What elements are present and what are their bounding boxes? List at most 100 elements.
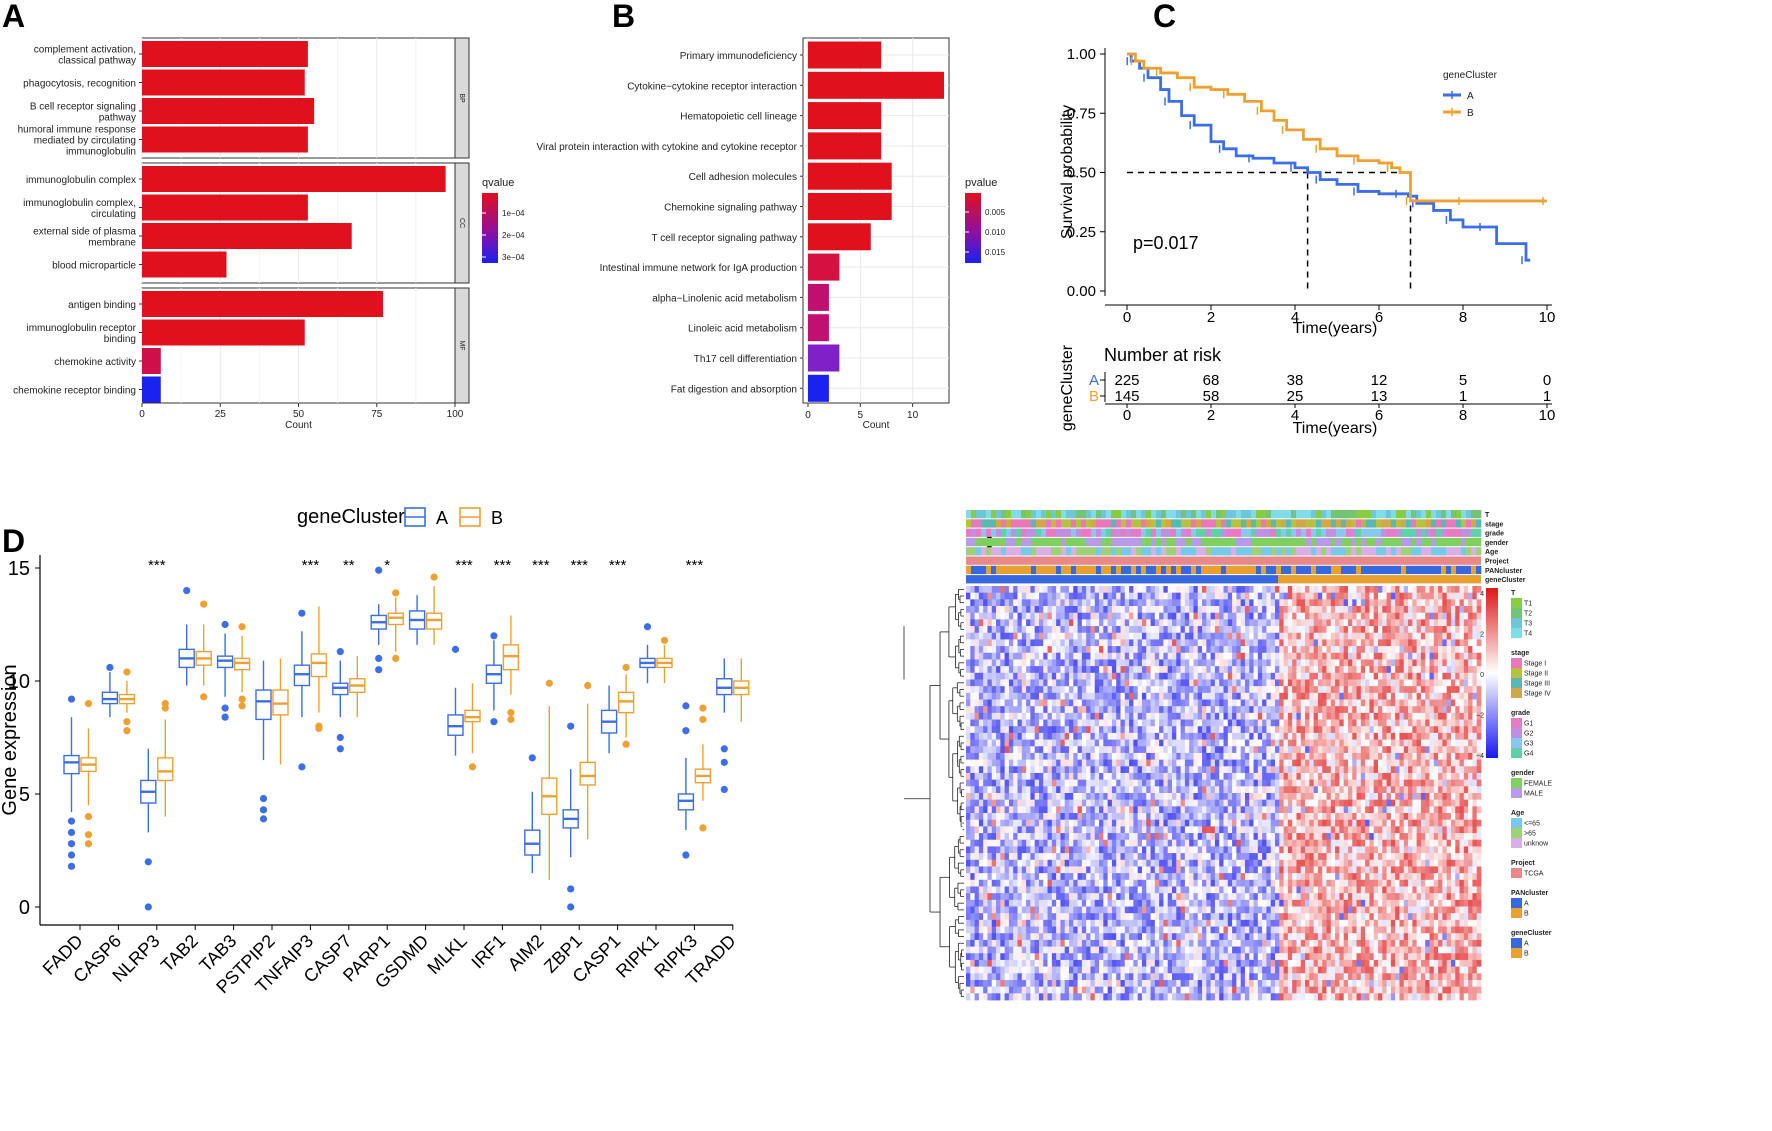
heatmap-cell (983, 779, 988, 787)
heatmap-cell (1309, 686, 1315, 694)
heatmap-cell (1463, 712, 1469, 720)
annotation-cell (1291, 565, 1297, 575)
heatmap-cell (1099, 672, 1104, 680)
p-value-label: p=0.017 (1133, 233, 1199, 253)
heatmap-cell (1163, 599, 1169, 607)
heatmap-cell (1159, 639, 1164, 647)
heatmap-cell (1214, 592, 1220, 600)
annotation-cell (1416, 565, 1422, 575)
heatmap-cell (1086, 719, 1091, 727)
heatmap-cell (1369, 626, 1375, 634)
heatmap-cell (1206, 666, 1212, 674)
annotation-cell (1066, 537, 1072, 547)
annotation-cell (1031, 547, 1037, 556)
heatmap-cell (1429, 679, 1435, 687)
heatmap-cell (1013, 732, 1018, 740)
heatmap-cell (1395, 686, 1400, 694)
heatmap-cell (1275, 786, 1280, 794)
annotation-cell (1471, 565, 1477, 575)
annotation-cell (1056, 510, 1062, 519)
heatmap-cell (1017, 672, 1023, 680)
annotation-cell (1236, 537, 1242, 547)
heatmap-cell (1459, 766, 1465, 774)
heatmap-cell (1210, 779, 1216, 787)
heatmap-cell (1433, 772, 1439, 781)
heatmap-cell (1244, 679, 1250, 687)
heatmap-cell (1214, 686, 1220, 694)
heatmap-cell (1283, 786, 1289, 794)
annotation-cell (1286, 537, 1292, 547)
heatmap-cell (1124, 752, 1130, 761)
annotation-cell (1111, 510, 1117, 519)
outlier (336, 745, 344, 753)
heatmap-cell (1103, 672, 1109, 680)
heatmap-cell (1081, 639, 1087, 647)
heatmap-cell (1141, 599, 1147, 607)
heatmap-cell (1107, 606, 1113, 614)
annotation-cell (1351, 565, 1357, 575)
heatmap-cell (1210, 686, 1216, 694)
heatmap-cell (1283, 652, 1289, 660)
heatmap-cell (1438, 592, 1443, 600)
heatmap-cell (1172, 712, 1177, 720)
annotation-cell (1271, 510, 1277, 519)
heatmap-cell (1347, 666, 1353, 674)
heatmap-cell (1073, 699, 1078, 707)
heatmap-cell (1283, 612, 1289, 620)
heatmap-cell (1322, 619, 1327, 627)
annotation-cell (1001, 547, 1007, 556)
heatmap-cell (1300, 686, 1306, 694)
heatmap-cell (1038, 752, 1044, 761)
heatmap-cell (1141, 619, 1147, 627)
heatmap-cell (1266, 599, 1272, 607)
heatmap-cell (1038, 632, 1044, 640)
heatmap-cell (1322, 606, 1327, 614)
heatmap-cell (1154, 786, 1160, 794)
heatmap-cell (1077, 606, 1083, 614)
heatmap-cell (1412, 786, 1418, 794)
heatmap-cell (1189, 612, 1194, 620)
heatmap-cell (1442, 599, 1448, 607)
heatmap-cell (1103, 759, 1109, 767)
heatmap-cell (1450, 639, 1456, 647)
annotation-cell (1106, 547, 1112, 556)
heatmap-cell (1300, 639, 1306, 647)
box (579, 761, 596, 786)
heatmap-cell (1236, 646, 1242, 654)
heatmap-cell (1206, 719, 1212, 727)
heatmap-cell (1412, 672, 1418, 680)
heatmap-cell (1008, 586, 1014, 594)
heatmap-cell (1352, 646, 1357, 654)
heatmap-cell (1244, 586, 1250, 594)
heatmap-cell (1322, 786, 1327, 794)
annotation-cell (1376, 519, 1382, 528)
heatmap-cell (1326, 726, 1332, 734)
heatmap-cell (1189, 732, 1194, 740)
heatmap-cell (1249, 706, 1254, 714)
heatmap-cell (1425, 626, 1430, 634)
heatmap-cell (1283, 692, 1289, 700)
heatmap-cell (1412, 612, 1418, 620)
heatmap-cell (1107, 586, 1113, 594)
heatmap-cell (1219, 612, 1224, 620)
heatmap-cell (1094, 746, 1100, 754)
heatmap-cell (1051, 599, 1057, 607)
heatmap-cell (987, 592, 993, 600)
plot-panel (802, 37, 950, 404)
heatmap-cell (1154, 606, 1160, 614)
heatmap-cell (1420, 726, 1426, 734)
heatmap-cell (1360, 672, 1366, 680)
heatmap-cell (1326, 659, 1332, 667)
heatmap-cell (1172, 619, 1177, 627)
heatmap-cell (991, 739, 997, 747)
heatmap-cell (1133, 612, 1139, 620)
annotation-cell (1436, 537, 1442, 547)
outlier (375, 654, 383, 663)
heatmap-cell (1141, 699, 1147, 707)
heatmap-cell (1317, 619, 1323, 627)
annotation-cell (1221, 528, 1227, 537)
heatmap-cell (1386, 759, 1392, 767)
annotation-cell (1006, 537, 1012, 547)
heatmap-cell (1107, 726, 1113, 734)
heatmap-cell (1429, 692, 1435, 700)
